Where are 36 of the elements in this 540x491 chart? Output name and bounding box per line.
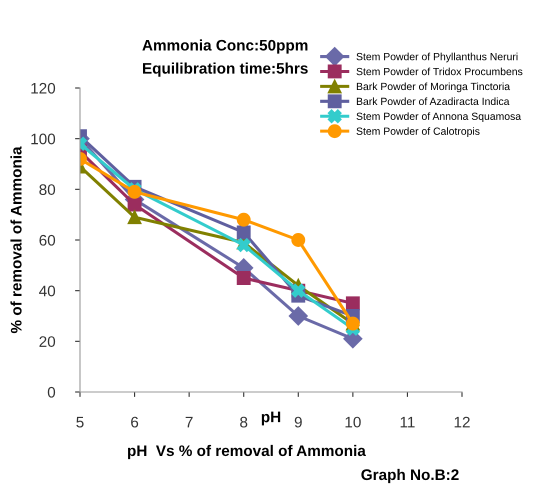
text: Graph No.B:2 [361, 468, 459, 484]
chart-title: Ammonia Conc:50ppm Equilibration time:5hrs [142, 39, 308, 77]
point [236, 225, 251, 240]
y-tick-label: 20 [39, 336, 56, 348]
x-tick-label: 6 [131, 416, 138, 428]
x-tick-label: 9 [294, 416, 302, 428]
point [236, 212, 251, 227]
x-tick-label: 12 [454, 416, 470, 428]
point [128, 210, 142, 224]
y-tick-label: 80 [39, 184, 56, 196]
y-tick-label: 40 [39, 286, 56, 296]
point [346, 296, 360, 310]
text: pH Vs % of removal of Ammonia [128, 444, 366, 460]
y-tick-label: 0 [48, 386, 56, 398]
x-tick-label: 11 [400, 416, 415, 428]
y-tick-label: 60 [39, 234, 56, 246]
y-axis-title: % of removal of Ammonia [10, 146, 22, 334]
point [288, 306, 308, 326]
y-tick-label: 120 [31, 82, 56, 94]
point [236, 238, 251, 252]
legend-label: Bark Powder of Moringa Tinctoria [356, 82, 510, 92]
y-tick-label: 100 [31, 134, 56, 144]
point [128, 184, 142, 199]
point [291, 233, 306, 247]
x-tick-label: 10 [346, 416, 361, 428]
x-tick-label: 8 [240, 416, 248, 428]
legend-label: Stem Powder of Annona Squamosa [356, 112, 522, 122]
x-axis-title: pH [262, 412, 280, 426]
legend-label: Stem Powder of Tridox Procumbens [356, 68, 522, 76]
x-tick-label: 5 [76, 416, 84, 428]
point [128, 198, 142, 212]
legend-label: Stem Powder of Calotropis [356, 127, 480, 137]
point [236, 271, 251, 285]
legend-label: Bark Powder of Azadiracta Indica [356, 97, 510, 106]
x-tick-label: 7 [186, 416, 193, 428]
legend-label: Stem Powder of Phyllanthus Neruri [356, 52, 518, 62]
